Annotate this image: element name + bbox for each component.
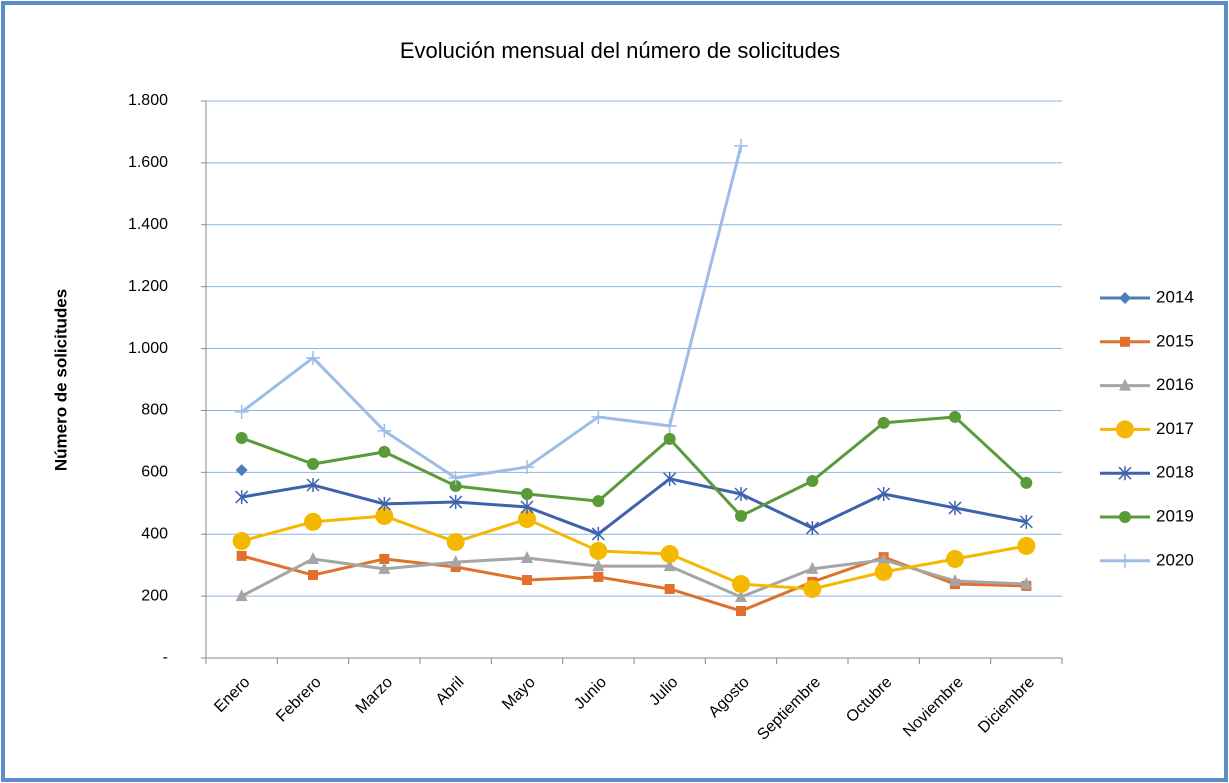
marker (1020, 577, 1033, 590)
marker (1017, 536, 1036, 555)
y-tick-label: 800 (141, 402, 168, 419)
marker (307, 457, 319, 470)
marker (949, 573, 961, 586)
y-tick-label: 1.200 (128, 278, 168, 295)
marker (1119, 511, 1131, 523)
y-axis-label: Número de solicitudes (51, 289, 70, 471)
marker (307, 551, 319, 564)
marker (521, 487, 533, 500)
marker (1118, 466, 1132, 481)
legend-label: 2016 (1156, 375, 1194, 394)
marker (235, 431, 248, 444)
marker (735, 509, 747, 522)
legend-label: 2015 (1156, 331, 1194, 350)
marker (1020, 476, 1033, 489)
marker (591, 526, 605, 541)
marker (663, 432, 676, 445)
marker (236, 550, 247, 561)
marker (874, 562, 893, 581)
marker (660, 545, 679, 564)
marker (1119, 378, 1131, 391)
marker (375, 506, 394, 525)
marker (449, 479, 462, 492)
marker (734, 138, 748, 153)
marker (306, 350, 320, 365)
marker (235, 589, 248, 602)
y-tick-label: 200 (141, 587, 168, 604)
y-tick-label: 1.800 (128, 92, 168, 109)
marker (806, 474, 819, 487)
marker (589, 541, 608, 560)
marker (877, 552, 890, 565)
marker (736, 605, 746, 616)
marker (946, 549, 964, 568)
marker (308, 570, 318, 581)
marker (377, 423, 392, 438)
marker (592, 559, 605, 572)
marker (520, 460, 534, 475)
marker (235, 464, 248, 477)
marker (877, 416, 890, 429)
y-tick-label: 1.400 (128, 216, 168, 233)
marker (1116, 420, 1134, 439)
marker (232, 532, 251, 551)
marker (877, 486, 891, 501)
marker (735, 590, 747, 603)
marker (377, 496, 391, 511)
marker (732, 575, 750, 594)
marker (805, 521, 819, 536)
marker (734, 486, 748, 501)
series-line (241, 415, 1028, 518)
marker (591, 409, 606, 424)
marker (663, 471, 677, 486)
y-tick-label: 1.600 (128, 154, 168, 171)
marker (593, 571, 604, 582)
marker (806, 561, 819, 574)
marker (1118, 553, 1132, 568)
marker (306, 478, 320, 493)
marker (446, 532, 465, 551)
marker (1120, 336, 1130, 347)
marker (1119, 292, 1131, 304)
marker (518, 510, 536, 529)
series-line (240, 556, 1027, 599)
marker (948, 500, 962, 515)
marker (449, 495, 463, 510)
marker (520, 499, 534, 514)
marker (803, 579, 822, 598)
marker (448, 470, 463, 485)
marker (449, 555, 462, 568)
y-tick-label: - (163, 649, 168, 666)
marker (592, 495, 605, 508)
marker (235, 490, 249, 505)
chart-title: Evolución mensual del número de solicitu… (400, 38, 840, 63)
marker (662, 418, 677, 433)
legend-label: 2020 (1156, 550, 1194, 569)
marker (521, 551, 533, 564)
y-tick-label: 1.000 (128, 340, 168, 357)
series-line (241, 514, 1027, 591)
marker (378, 445, 391, 458)
series-line (241, 477, 1027, 536)
y-tick-label: 400 (141, 525, 168, 542)
marker (664, 583, 675, 594)
marker (949, 410, 961, 423)
marker (379, 553, 390, 564)
marker (1019, 514, 1033, 529)
marker (304, 512, 322, 531)
marker (234, 404, 249, 419)
series-line (241, 554, 1027, 613)
series-line (240, 145, 743, 480)
legend-label: 2017 (1156, 419, 1194, 438)
marker (378, 561, 391, 574)
legend-label: 2014 (1156, 287, 1194, 306)
legend-label: 2019 (1156, 506, 1194, 525)
y-tick-label: 600 (141, 464, 168, 481)
marker (663, 559, 676, 572)
legend-label: 2018 (1156, 463, 1194, 482)
marker (522, 575, 532, 586)
